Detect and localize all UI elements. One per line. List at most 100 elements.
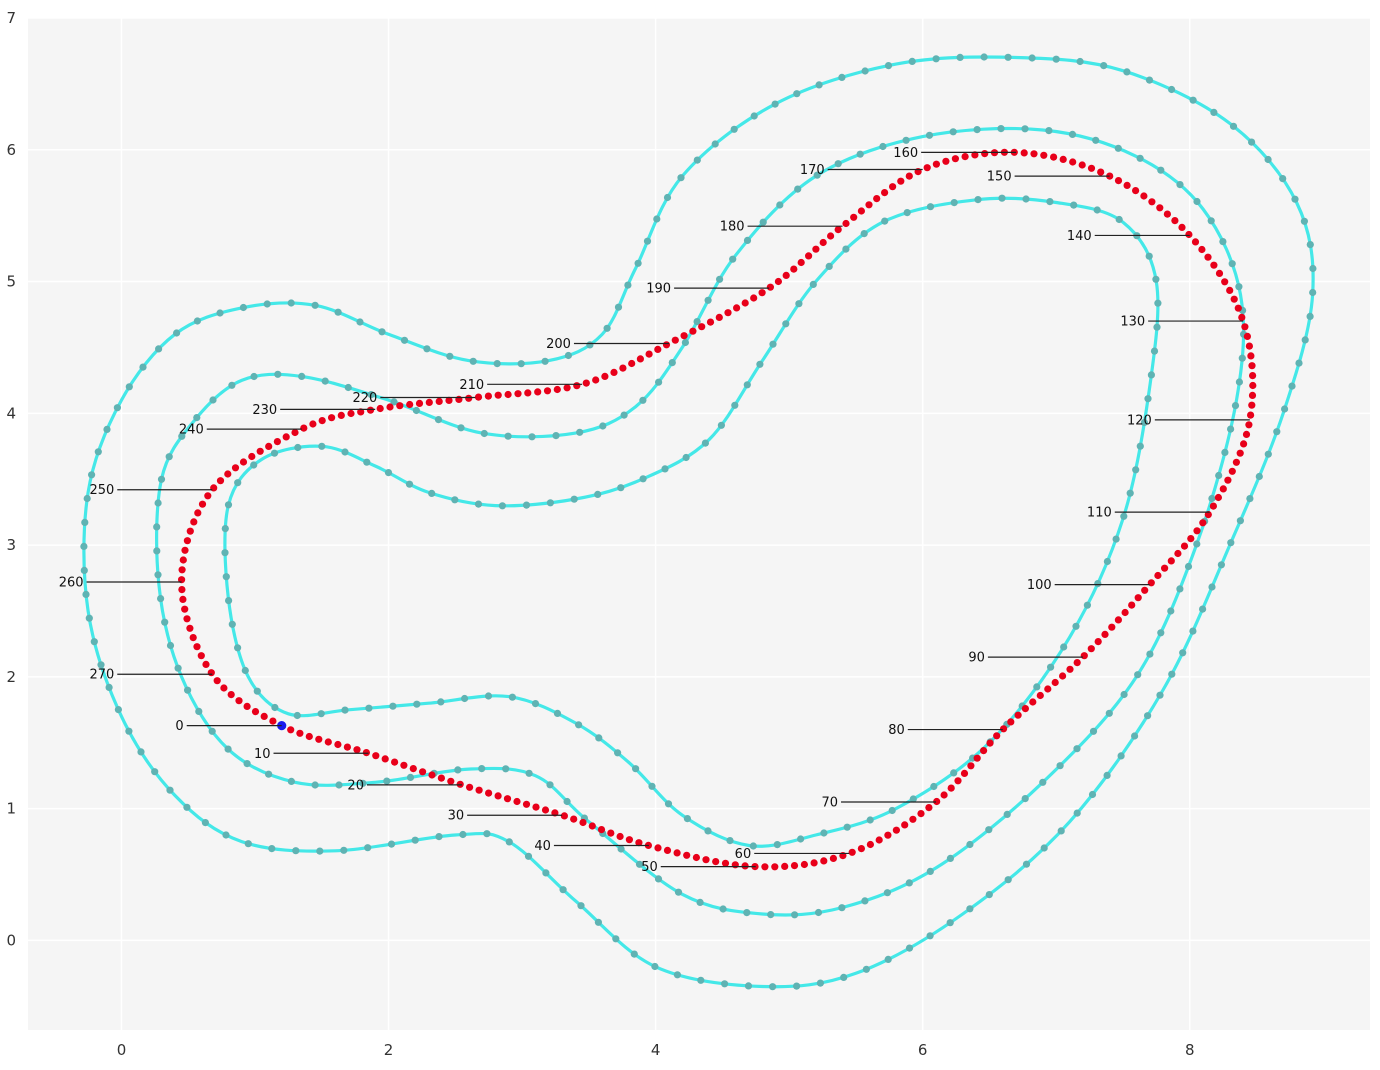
outer-border-dot: [114, 706, 122, 714]
outer-border-dot: [1117, 752, 1125, 760]
outer-border-dot: [239, 303, 247, 312]
center-line-dot: [813, 171, 821, 179]
outer-border-dot: [884, 955, 892, 964]
waypoint-label: 150: [987, 170, 1012, 185]
center-line-dot: [1021, 125, 1029, 133]
inner-border-dot: [648, 782, 656, 790]
waypoint-dot: [706, 318, 715, 326]
outer-border-dot: [137, 748, 145, 756]
outer-border-dot: [542, 869, 550, 877]
inner-border-dot: [909, 795, 917, 803]
center-line-dot: [1021, 795, 1029, 803]
outer-border-dot: [559, 886, 567, 894]
center-line-dot: [719, 905, 727, 913]
inner-border-dot: [365, 704, 373, 712]
center-line-dot: [1208, 494, 1216, 503]
waypoint-label: 80: [888, 723, 905, 738]
waypoint-dot: [1132, 187, 1140, 195]
inner-border-dot: [1072, 622, 1080, 630]
inner-border-dot: [271, 703, 279, 712]
outer-border-dot: [387, 840, 396, 848]
outer-border-dot: [1248, 138, 1256, 146]
waypoint-dot: [343, 743, 351, 751]
waypoint-label: 50: [641, 860, 658, 875]
center-line-dot: [1003, 810, 1011, 819]
waypoint-dot: [1247, 411, 1255, 419]
waypoint-dot: [1198, 245, 1206, 254]
outer-border-dot: [884, 62, 893, 70]
waypoint-dot: [800, 860, 809, 869]
center-line-dot: [985, 826, 993, 834]
waypoint-dot: [570, 815, 578, 823]
y-tick-label: 2: [6, 668, 16, 686]
outer-border-dot: [612, 935, 620, 943]
waypoint-dot: [781, 862, 789, 871]
center-line-dot: [791, 911, 799, 919]
center-line-dot: [321, 377, 329, 385]
waypoint-dot: [1234, 304, 1242, 312]
inner-border-dot: [617, 484, 625, 492]
waypoint-dot: [553, 385, 561, 394]
outer-border-dot: [524, 852, 533, 860]
outer-border-dot: [946, 919, 954, 927]
inner-border-dot: [461, 694, 469, 703]
waypoint-dot: [386, 403, 394, 411]
waypoint-dot: [1044, 685, 1052, 693]
waypoint-dot: [628, 359, 636, 368]
outer-border-dot: [1057, 827, 1065, 835]
waypoint-label: 110: [1087, 506, 1112, 521]
waypoint-dot: [1154, 571, 1162, 580]
center-line-dot: [1231, 402, 1240, 410]
inner-border-dot: [1154, 299, 1162, 307]
x-tick-label: 4: [651, 1041, 661, 1059]
outer-border-dot: [1301, 336, 1309, 344]
center-line-dot: [359, 779, 367, 787]
outer-border-dot: [193, 317, 201, 325]
waypoint-dot: [465, 394, 473, 402]
waypoint-dot: [1000, 725, 1008, 733]
waypoint-dot: [1214, 493, 1222, 502]
center-line-dot: [193, 414, 201, 422]
outer-border-dot: [423, 345, 431, 353]
outer-border-dot: [541, 357, 549, 365]
center-line-dot: [1215, 471, 1223, 480]
waypoint-dot: [1148, 198, 1156, 206]
waypoint-dot: [702, 856, 710, 864]
waypoint-dot: [889, 183, 897, 191]
center-line-dot: [412, 406, 420, 415]
waypoint-dot: [829, 854, 838, 863]
inner-border-dot: [773, 841, 781, 849]
waypoint-dot: [409, 765, 417, 773]
center-line-dot: [946, 854, 955, 863]
outer-border-dot: [1288, 382, 1296, 390]
waypoint-dot: [1080, 652, 1088, 660]
waypoint-dot: [645, 350, 653, 358]
outer-border-dot: [693, 156, 701, 164]
center-line-dot: [1228, 260, 1236, 268]
outer-border-dot: [435, 833, 443, 841]
center-line-dot: [1157, 166, 1165, 174]
waypoint-dot: [435, 397, 443, 405]
outer-border-dot: [1168, 670, 1176, 678]
outer-border-dot: [744, 982, 753, 990]
center-line-dot: [1167, 607, 1175, 615]
waypoint-dot: [220, 684, 228, 692]
center-line-dot: [925, 131, 934, 139]
center-line-dot: [1105, 709, 1113, 717]
outer-border-dot: [1281, 405, 1289, 413]
waypoint-dot: [750, 294, 758, 302]
waypoint-dot: [181, 546, 189, 554]
outer-border-dot: [113, 404, 121, 412]
inner-border-dot: [704, 827, 712, 835]
outer-border-dot: [630, 950, 638, 958]
outer-border-dot: [926, 932, 934, 940]
outer-border-dot: [577, 902, 585, 910]
waypoint-dot: [993, 732, 1001, 740]
inner-border-dot: [701, 439, 710, 447]
waypoint-label: 130: [1120, 315, 1145, 330]
waypoint-dot: [396, 402, 404, 410]
waypoint-dot: [1210, 261, 1218, 269]
inner-border-dot: [221, 549, 229, 557]
x-tick-label: 8: [1185, 1041, 1195, 1059]
waypoint-dot: [362, 749, 370, 757]
